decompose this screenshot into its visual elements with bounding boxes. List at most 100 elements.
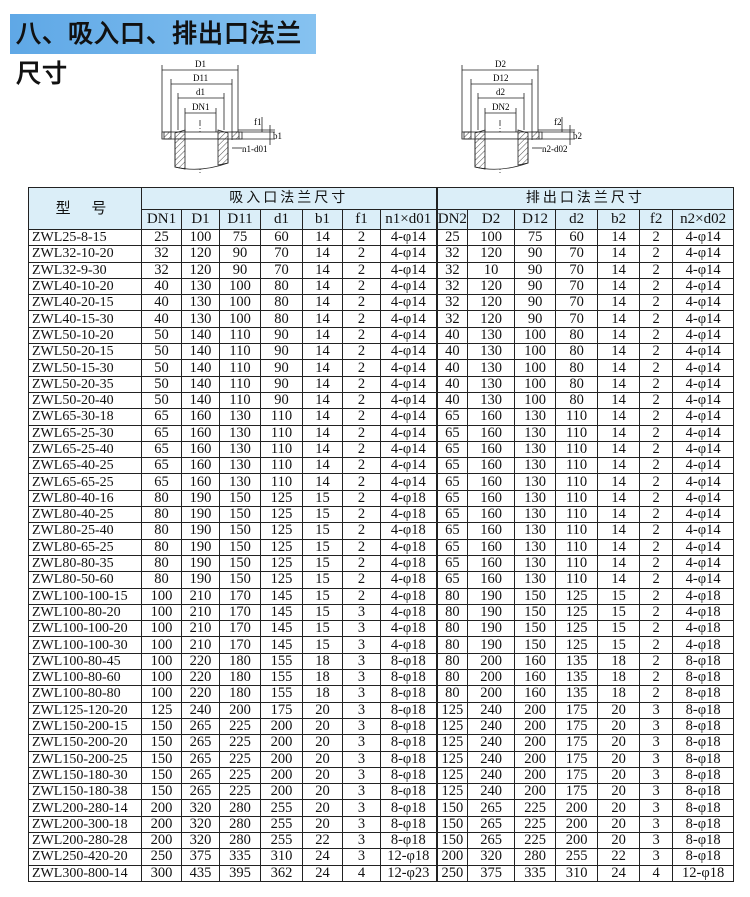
value-cell: 8-φ18 <box>379 783 438 801</box>
value-cell: 40 <box>435 326 469 345</box>
value-cell: 2 <box>639 408 674 426</box>
value-cell: 160 <box>181 473 220 491</box>
value-cell: 110 <box>555 424 599 442</box>
value-cell: 14 <box>597 457 641 475</box>
value-cell: 80 <box>141 506 182 524</box>
table-row: ZWL100-80-60 100 220 180 155 18 3 8-φ18 80 200 160… <box>28 669 735 687</box>
value-cell: 320 <box>181 815 220 833</box>
value-cell: 15 <box>597 603 641 622</box>
value-cell: 14 <box>597 408 641 426</box>
diagram-label: D2 <box>495 59 506 69</box>
model-cell: ZWL150-200-20 <box>28 734 142 752</box>
value-cell: 150 <box>141 783 182 801</box>
value-cell: 160 <box>181 457 220 475</box>
value-cell: 135 <box>555 669 599 687</box>
value-cell: 125 <box>435 750 469 768</box>
value-cell: 14 <box>302 457 343 475</box>
value-cell: 20 <box>597 783 641 801</box>
value-cell: 3 <box>342 717 381 736</box>
value-cell: 14 <box>597 294 641 312</box>
value-cell: 210 <box>181 603 220 622</box>
model-header: 型 号 <box>28 187 142 230</box>
value-cell: 125 <box>260 522 303 540</box>
value-cell: 18 <box>302 685 343 703</box>
value-cell: 60 <box>260 228 303 247</box>
value-cell: 4-φ14 <box>379 261 438 279</box>
diagram-label: n2-d02 <box>542 144 568 154</box>
value-cell: 265 <box>181 766 220 785</box>
table-row: ZWL50-20-35 50 140 110 90 14 2 4-φ14 40 130 100 80 1… <box>28 375 735 393</box>
model-cell: ZWL65-40-25 <box>28 457 142 475</box>
value-cell: 14 <box>302 326 343 345</box>
value-cell: 130 <box>467 359 516 377</box>
value-cell: 190 <box>467 587 516 605</box>
value-cell: 4-φ14 <box>672 554 735 573</box>
value-cell: 14 <box>597 261 641 279</box>
value-cell: 125 <box>435 734 469 752</box>
value-cell: 240 <box>467 701 516 719</box>
value-cell: 3 <box>639 766 674 785</box>
value-cell: 3 <box>342 766 381 785</box>
value-cell: 4-φ14 <box>379 359 438 377</box>
value-cell: 8-φ18 <box>672 848 735 866</box>
value-cell: 130 <box>514 424 557 442</box>
inlet-group-header: 吸入口法兰尺寸 <box>140 187 438 210</box>
value-cell: 2 <box>639 620 674 638</box>
value-cell: 14 <box>597 440 641 459</box>
value-cell: 130 <box>467 326 516 345</box>
model-cell: ZWL100-80-60 <box>28 669 142 687</box>
value-cell: 150 <box>514 636 557 654</box>
flange-dimension-table: 型 号 吸入口法兰尺寸 排出口法兰尺寸 DN1 D1 D11 d1 b1 f1 n1×d01… <box>28 187 735 882</box>
value-cell: 90 <box>514 245 557 263</box>
value-cell: 435 <box>181 864 220 882</box>
diagram-label: DN2 <box>492 102 510 112</box>
table-row: ZWL32-10-20 32 120 90 70 14 2 4-φ14 32 120 90 70 14 2… <box>28 245 735 263</box>
value-cell: 120 <box>467 310 516 328</box>
diagram-label: D11 <box>193 73 208 83</box>
value-cell: 8-φ18 <box>379 766 438 785</box>
value-cell: 110 <box>219 359 261 377</box>
value-cell: 130 <box>219 473 261 491</box>
model-cell: ZWL200-280-14 <box>28 799 142 817</box>
value-cell: 8-φ18 <box>379 669 438 687</box>
value-cell: 8-φ18 <box>379 701 438 719</box>
value-cell: 4-φ14 <box>672 294 735 312</box>
value-cell: 110 <box>260 457 303 475</box>
table-row: ZWL100-100-30 100 210 170 145 15 3 4-φ18 80 190 15… <box>28 636 735 654</box>
value-cell: 100 <box>514 375 557 393</box>
value-cell: 8-φ18 <box>379 750 438 768</box>
model-cell: ZWL65-65-25 <box>28 473 142 491</box>
value-cell: 14 <box>597 522 641 540</box>
value-cell: 75 <box>219 228 261 247</box>
model-cell: ZWL25-8-15 <box>28 228 142 247</box>
value-cell: 8-φ18 <box>672 766 735 785</box>
value-cell: 2 <box>639 228 674 247</box>
model-cell: ZWL50-15-30 <box>28 359 142 377</box>
model-cell: ZWL200-300-18 <box>28 815 142 833</box>
value-cell: 140 <box>181 391 220 410</box>
value-cell: 200 <box>435 848 469 866</box>
value-cell: 225 <box>514 815 557 833</box>
value-cell: 70 <box>555 310 599 328</box>
table-row: ZWL65-30-18 65 160 130 110 14 2 4-φ14 65 160 130 11… <box>28 408 735 426</box>
value-cell: 90 <box>260 391 303 410</box>
value-cell: 200 <box>219 701 261 719</box>
value-cell: 160 <box>467 457 516 475</box>
value-cell: 80 <box>141 554 182 573</box>
value-cell: 175 <box>555 766 599 785</box>
model-cell: ZWL65-30-18 <box>28 408 142 426</box>
value-cell: 125 <box>435 766 469 785</box>
value-cell: 170 <box>219 620 261 638</box>
column-header: d1 <box>260 209 303 230</box>
value-cell: 100 <box>467 228 516 247</box>
value-cell: 160 <box>467 522 516 540</box>
value-cell: 310 <box>555 864 599 882</box>
value-cell: 25 <box>435 228 469 247</box>
model-cell: ZWL40-15-30 <box>28 310 142 328</box>
value-cell: 225 <box>219 734 261 752</box>
model-cell: ZWL50-20-40 <box>28 391 142 410</box>
value-cell: 14 <box>302 391 343 410</box>
value-cell: 4-φ18 <box>379 489 438 508</box>
page-title: 八、吸入口、排出口法兰尺寸 <box>10 14 316 88</box>
value-cell: 18 <box>302 669 343 687</box>
